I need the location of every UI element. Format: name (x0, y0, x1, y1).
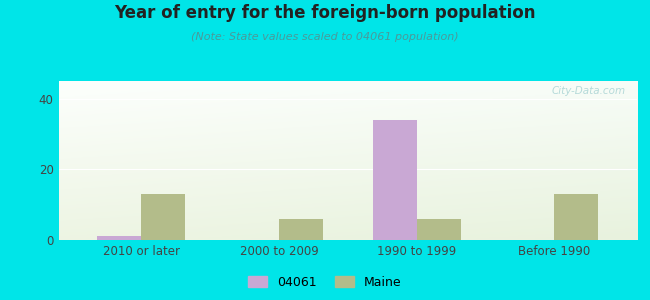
Bar (141, 194, 185, 240)
Text: (Note: State values scaled to 04061 population): (Note: State values scaled to 04061 popu… (191, 32, 459, 41)
Bar (97, 236, 141, 240)
Bar (279, 219, 323, 240)
Bar (554, 194, 599, 240)
Bar (372, 120, 417, 240)
Text: City-Data.com: City-Data.com (551, 86, 625, 96)
Legend: 04061, Maine: 04061, Maine (243, 271, 407, 294)
Bar (417, 219, 461, 240)
Text: Year of entry for the foreign-born population: Year of entry for the foreign-born popul… (114, 4, 536, 22)
